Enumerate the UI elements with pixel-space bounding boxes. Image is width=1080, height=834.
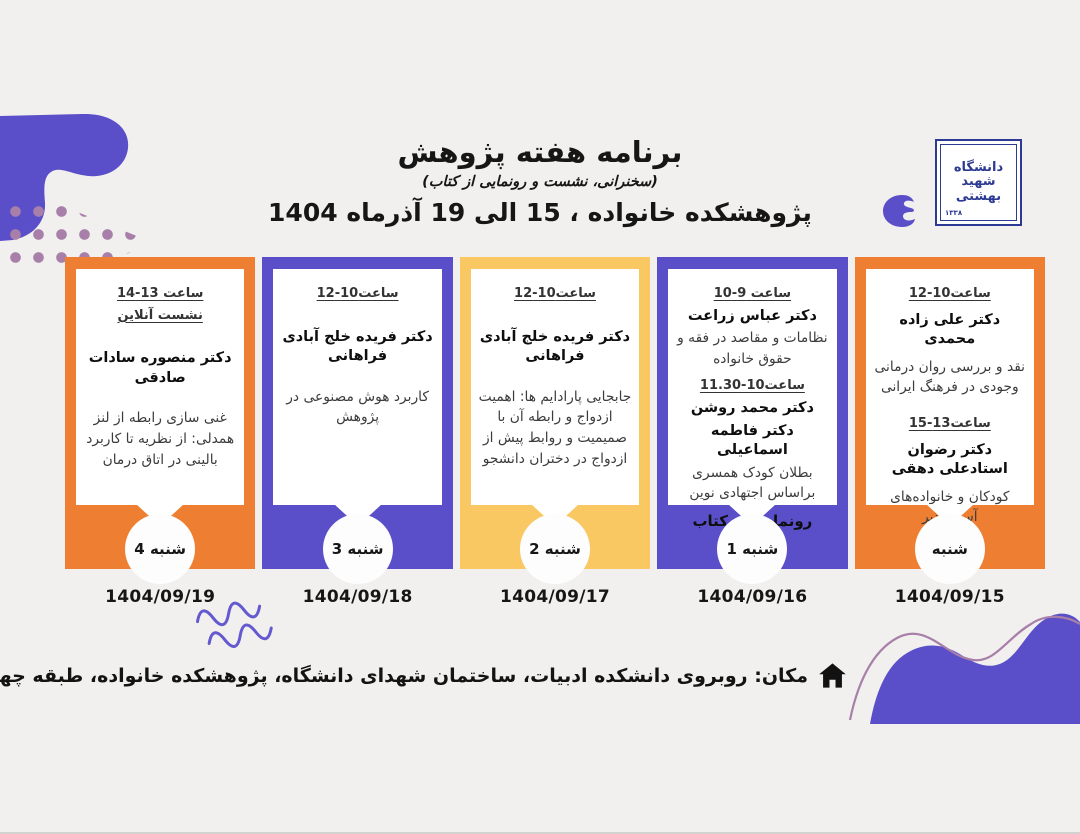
day-circle: شنبه 2	[519, 514, 590, 584]
day-circle: شنبه 4	[125, 514, 196, 584]
session: ساعت 13-14 نشست آنلاین دکتر منصوره سادات…	[82, 284, 238, 470]
card-body: ساعت10-12 دکتر علی زاده محمدی نقد و بررس…	[865, 269, 1034, 526]
card-frame: ساعت 9-10 دکتر عباس زراعت نظامات و مقاصد…	[657, 257, 848, 584]
schedule-card-tuesday: ساعت10-12 دکتر فریده خلج آبادی فراهانی ک…	[262, 257, 453, 607]
title-block: برنامه هفته پژوهش (سخنرانی، نشست و رونما…	[0, 135, 1080, 228]
card-date: 1404/09/17	[499, 587, 611, 607]
day-circle: شنبه 1	[717, 514, 788, 584]
session: ساعت 9-10 دکتر عباس زراعت نظامات و مقاصد…	[674, 284, 830, 369]
card-date: 1404/09/19	[105, 587, 216, 607]
schedule-card-monday: ساعت10-12 دکتر فریده خلج آبادی فراهانی ج…	[459, 257, 651, 607]
schedule-card-saturday: ساعت10-12 دکتر علی زاده محمدی نقد و بررس…	[854, 257, 1045, 607]
squiggle-decoration	[195, 601, 273, 648]
card-body: ساعت10-12 دکتر فریده خلج آبادی فراهانی ج…	[470, 269, 640, 526]
card-body: ساعت 13-14 نشست آنلاین دکتر منصوره سادات…	[75, 269, 245, 526]
day-circle: شنبه	[914, 514, 985, 584]
session-time: ساعت 9-10	[713, 286, 792, 301]
schedule-card-wednesday: ساعت 13-14 نشست آنلاین دکتر منصوره سادات…	[64, 257, 256, 607]
location-row: مکان: روبروی دانشکده ادبیات، ساختمان شهد…	[0, 662, 847, 689]
card-body: ساعت 9-10 دکتر عباس زراعت نظامات و مقاصد…	[668, 269, 837, 530]
session-online-label: نشست آنلاین	[117, 307, 203, 323]
logo-year: ۱۳۳۸	[945, 209, 963, 218]
card-date: 1404/09/15	[894, 587, 1005, 607]
session-topic: کاربرد هوش مصنوعی در پژوهش	[286, 388, 429, 426]
speaker-name: دکتر منصوره سادات صادقی	[88, 350, 232, 386]
location-text: مکان: روبروی دانشکده ادبیات، ساختمان شهد…	[0, 664, 808, 687]
card-frame: ساعت10-12 دکتر علی زاده محمدی نقد و بررس…	[854, 257, 1045, 584]
session-time: ساعت10-11.30	[699, 378, 805, 394]
wave-decoration	[848, 613, 1080, 724]
poster-title: برنامه هفته پژوهش	[397, 135, 683, 169]
logo-line3: بهشتی	[955, 188, 1002, 204]
session-time: ساعت10-12	[908, 286, 991, 301]
speaker-name: دکتر فریده خلج آبادی فراهانی	[282, 328, 433, 365]
speaker-name: دکتر عباس زراعت	[687, 307, 817, 324]
session: ساعت10-12 دکتر فریده خلج آبادی فراهانی ج…	[477, 284, 633, 469]
university-logo-inner: دانشگاه شهید بهشتی ۱۳۳۸	[940, 144, 1017, 221]
schedule-cards-row: ساعت10-12 دکتر علی زاده محمدی نقد و بررس…	[64, 257, 1045, 607]
card-body: ساعت10-12 دکتر فریده خلج آبادی فراهانی ک…	[273, 269, 442, 526]
session: ساعت13-15 دکتر رضوان استادعلی دهقی کودکا…	[872, 414, 1028, 528]
logo-line1: دانشگاه	[953, 159, 1004, 175]
schedule-card-sunday: ساعت 9-10 دکتر عباس زراعت نظامات و مقاصد…	[657, 257, 848, 607]
session: ساعت10-12 دکتر فریده خلج آبادی فراهانی ک…	[279, 284, 435, 428]
university-logo: دانشگاه شهید بهشتی ۱۳۳۸	[935, 139, 1022, 226]
day-circle: شنبه 3	[322, 514, 393, 584]
speaker-name: دکتر فاطمه اسماعیلی	[710, 422, 794, 459]
speaker-name: دکتر رضوان استادعلی دهقی	[891, 441, 1008, 478]
home-icon	[819, 663, 846, 688]
session: ساعت10-12 دکتر علی زاده محمدی نقد و بررس…	[872, 284, 1028, 398]
session-time: ساعت10-12	[316, 286, 399, 301]
card-date: 1404/09/16	[697, 587, 808, 607]
poster-date-range: پژوهشکده خانواده ، 15 الی 19 آذرماه 1404	[268, 198, 812, 228]
logo-line2: شهید	[961, 174, 996, 190]
card-frame: ساعت10-12 دکتر فریده خلج آبادی فراهانی ج…	[459, 257, 651, 584]
speaker-name: دکتر فریده خلج آبادی فراهانی	[479, 328, 631, 365]
card-frame: ساعت10-12 دکتر فریده خلج آبادی فراهانی ک…	[262, 257, 453, 584]
session: ساعت10-11.30 دکتر محمد روشن دکتر فاطمه ا…	[674, 376, 830, 530]
card-frame: ساعت 13-14 نشست آنلاین دکتر منصوره سادات…	[64, 257, 256, 584]
session-topic: غنی سازی رابطه از لنز همدلی: از نظریه تا…	[86, 410, 235, 468]
speaker-name: دکتر محمد روشن	[690, 399, 814, 416]
poster-subtitle: (سخنرانی، نشست و رونمایی از کتاب)	[422, 174, 658, 191]
session-topic: نظامات و مقاصد در فقه و حقوق خانواده	[677, 330, 828, 367]
session-topic: بطلان کودک همسری براساس اجتهادی نوین	[689, 464, 816, 502]
bottom-divider	[0, 832, 1080, 834]
session-time: ساعت13-15	[908, 416, 991, 431]
card-date: 1404/09/18	[302, 587, 413, 607]
session-time: ساعت10-12	[514, 286, 596, 301]
blob-decoration-small	[883, 195, 915, 227]
session-topic: جابجایی پارادایم ها: اهمیت ازدواج و رابط…	[478, 388, 632, 467]
session-time: ساعت 13-14	[116, 286, 204, 301]
session-topic: نقد و بررسی روان درمانی وجودی در فرهنگ ا…	[874, 358, 1026, 396]
speaker-name: دکتر علی زاده محمدی	[899, 311, 1001, 348]
